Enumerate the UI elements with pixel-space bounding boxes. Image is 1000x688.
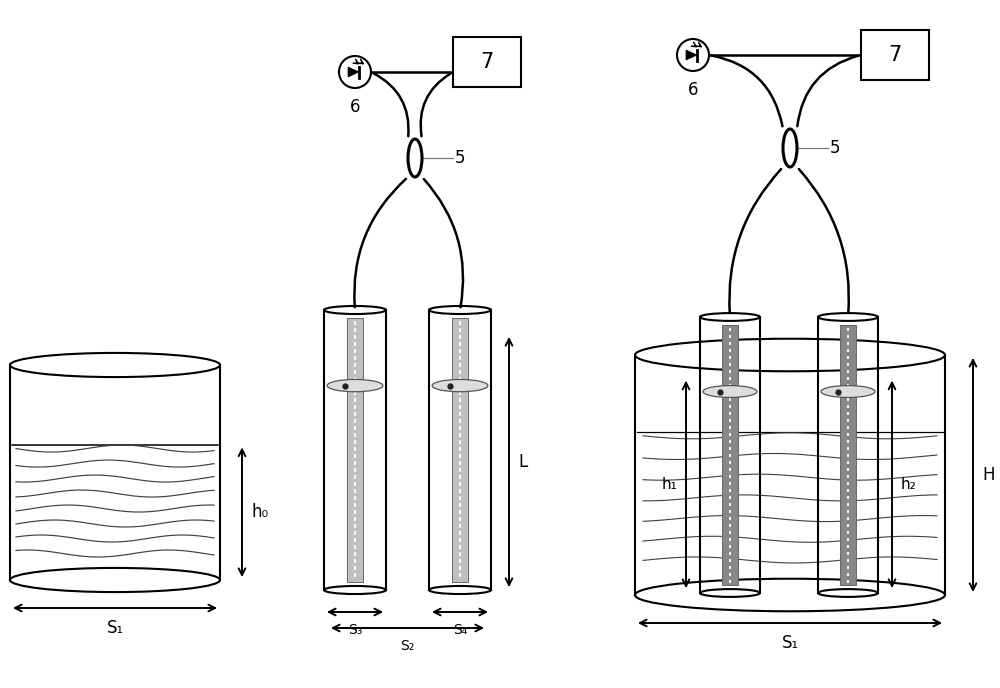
Text: 5: 5 xyxy=(830,139,840,157)
Text: 6: 6 xyxy=(350,98,360,116)
Text: S₂: S₂ xyxy=(400,639,415,653)
Text: L: L xyxy=(518,453,527,471)
Ellipse shape xyxy=(783,129,797,167)
Text: S₄: S₄ xyxy=(453,623,467,637)
Ellipse shape xyxy=(818,589,878,597)
Ellipse shape xyxy=(635,579,945,611)
Text: h₂: h₂ xyxy=(901,477,917,492)
Ellipse shape xyxy=(324,586,386,594)
Text: h₁: h₁ xyxy=(661,477,677,492)
Polygon shape xyxy=(686,50,697,60)
Bar xyxy=(347,318,363,582)
Bar xyxy=(861,30,929,80)
Ellipse shape xyxy=(10,568,220,592)
Text: S₁: S₁ xyxy=(106,619,124,637)
Ellipse shape xyxy=(429,586,491,594)
Ellipse shape xyxy=(324,306,386,314)
Text: 7: 7 xyxy=(480,52,494,72)
Ellipse shape xyxy=(700,313,760,321)
Text: 5: 5 xyxy=(455,149,466,167)
Ellipse shape xyxy=(821,385,875,398)
Bar xyxy=(452,318,468,582)
Circle shape xyxy=(339,56,371,88)
Polygon shape xyxy=(348,67,359,77)
Bar xyxy=(722,325,738,585)
Ellipse shape xyxy=(635,338,945,372)
Ellipse shape xyxy=(327,380,383,391)
Text: 6: 6 xyxy=(688,81,698,99)
Ellipse shape xyxy=(432,380,488,391)
Text: H: H xyxy=(982,466,994,484)
Ellipse shape xyxy=(408,139,422,177)
Ellipse shape xyxy=(700,589,760,597)
Text: S₁: S₁ xyxy=(781,634,799,652)
Circle shape xyxy=(677,39,709,71)
Ellipse shape xyxy=(703,385,757,398)
Text: 7: 7 xyxy=(888,45,902,65)
Bar xyxy=(840,325,856,585)
Text: S₃: S₃ xyxy=(348,623,362,637)
Bar xyxy=(453,37,521,87)
Ellipse shape xyxy=(429,306,491,314)
Ellipse shape xyxy=(818,313,878,321)
Ellipse shape xyxy=(10,353,220,377)
Text: h₀: h₀ xyxy=(251,504,268,522)
